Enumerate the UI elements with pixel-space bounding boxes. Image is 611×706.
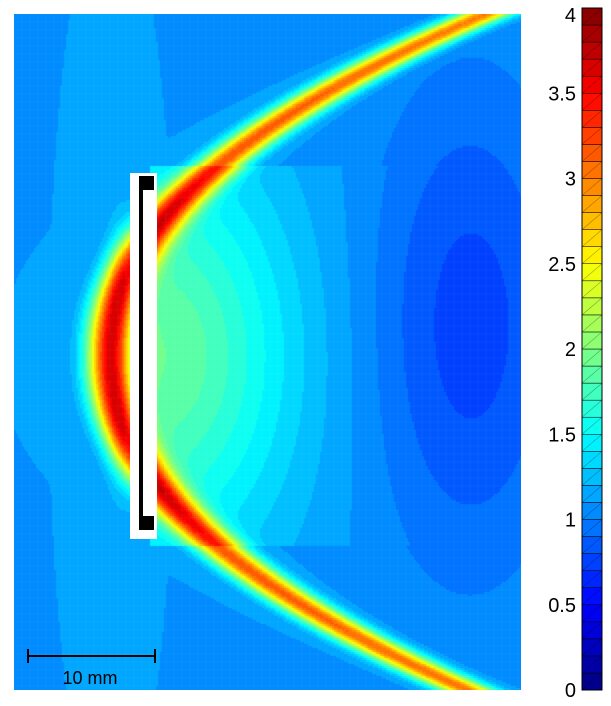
colorbar-hatch — [581, 348, 603, 367]
colorbar-hatch — [581, 536, 603, 554]
colorbar-hatch — [581, 416, 603, 435]
colorbar-hatch — [581, 7, 603, 26]
colorbar-hatch — [581, 144, 603, 162]
colorbar-hatch — [581, 127, 603, 145]
colorbar-hatch — [581, 587, 603, 605]
colorbar-hatch — [581, 365, 603, 384]
colorbar-hatch — [581, 621, 603, 640]
colorbar-hatch — [581, 331, 603, 350]
colorbar-hatch — [581, 58, 603, 77]
colorbar-hatch — [581, 570, 603, 588]
colorbar-hatch — [581, 672, 603, 691]
heatmap-image — [14, 14, 521, 690]
colorbar-hatch — [581, 212, 603, 230]
electrode-marker — [130, 173, 157, 539]
colorbar-hatch — [581, 110, 603, 128]
colorbar-hatch — [581, 24, 603, 43]
colorbar-hatch — [581, 161, 603, 179]
colorbar-hatch — [581, 434, 603, 452]
scale-bar: 10 mm — [27, 649, 156, 688]
colorbar-hatch — [581, 178, 603, 196]
colorbar-tick-label: 4 — [565, 5, 576, 27]
colorbar-hatch — [581, 502, 603, 520]
colorbar-hatch — [581, 297, 603, 316]
colorbar-tick-label: 2 — [565, 339, 576, 361]
colorbar-hatch — [581, 655, 603, 674]
colorbar-hatch — [581, 553, 603, 571]
colorbar-tick-label: 2.5 — [548, 254, 576, 276]
colorbar: 0 0.5 1 1.5 2 2.5 3 3.5 4 — [548, 5, 603, 702]
colorbar-hatch — [581, 468, 603, 486]
colorbar-hatch — [581, 382, 603, 401]
scale-bar-label: 10 mm — [62, 668, 117, 688]
colorbar-tick-label: 0.5 — [548, 595, 576, 617]
colorbar-hatch — [581, 246, 603, 264]
colorbar-hatch — [581, 41, 603, 60]
colorbar-tick-label: 0 — [565, 680, 576, 702]
colorbar-hatch — [581, 314, 603, 333]
colorbar-hatch — [581, 280, 603, 299]
colorbar-hatch — [581, 485, 603, 503]
colorbar-hatch — [581, 399, 603, 418]
colorbar-hatch — [581, 229, 603, 247]
colorbar-hatch — [581, 451, 603, 469]
colorbar-hatch — [581, 263, 603, 282]
colorbar-hatch — [581, 75, 603, 94]
colorbar-tick-label: 1.5 — [548, 424, 576, 446]
colorbar-tick-label: 3 — [565, 169, 576, 191]
colorbar-hatch — [581, 93, 603, 111]
colorbar-hatch — [581, 638, 603, 657]
colorbar-frame — [581, 7, 603, 691]
colorbar-hatch — [581, 519, 603, 537]
colorbar-tick-label: 3.5 — [548, 83, 576, 105]
colorbar-tick-label: 1 — [565, 510, 576, 532]
colorbar-hatch — [581, 604, 603, 623]
colorbar-hatch — [581, 195, 603, 213]
